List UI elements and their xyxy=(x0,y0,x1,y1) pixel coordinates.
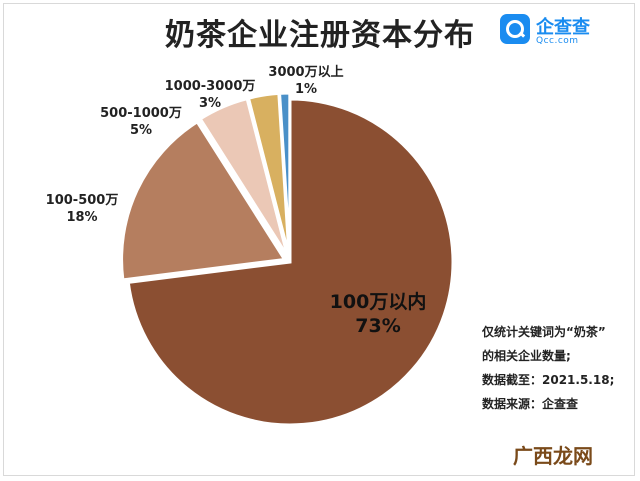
footnote-line-3: 数据截至：2021.5.18; xyxy=(482,373,615,387)
chart-frame xyxy=(3,3,635,476)
logo-domain: Qcc.com xyxy=(536,36,579,46)
pie-slice-0 xyxy=(126,97,455,427)
magnifier-icon xyxy=(500,14,530,44)
slice-label-2: 500-1000万 5% xyxy=(100,106,182,138)
logo-name: 企查查 xyxy=(536,17,590,38)
footnote-line-2: 的相关企业数量; xyxy=(482,349,571,363)
footnote-line-1: 仅统计关键词为“奶茶” xyxy=(482,325,606,339)
qcc-logo: 企查查 Qcc.com xyxy=(500,12,620,52)
watermark: 广西龙网 xyxy=(513,444,593,468)
slice-label-3: 1000-3000万 3% xyxy=(164,79,256,111)
pie-slice-2 xyxy=(198,96,290,258)
slice-label-4: 3000万以上 1% xyxy=(268,65,344,97)
chart-title: 奶茶企业注册资本分布 xyxy=(165,18,475,53)
slice-label-0: 100万以内 73% xyxy=(329,291,427,337)
footnote: 仅统计关键词为“奶茶” 的相关企业数量; 数据截至：2021.5.18; 数据来… xyxy=(482,320,614,416)
footnote-line-4: 数据来源：企查查 xyxy=(482,397,579,411)
slice-label-1: 100-500万 18% xyxy=(45,193,119,225)
pie-slice-1 xyxy=(120,119,288,282)
pie-slice-4 xyxy=(277,91,292,257)
